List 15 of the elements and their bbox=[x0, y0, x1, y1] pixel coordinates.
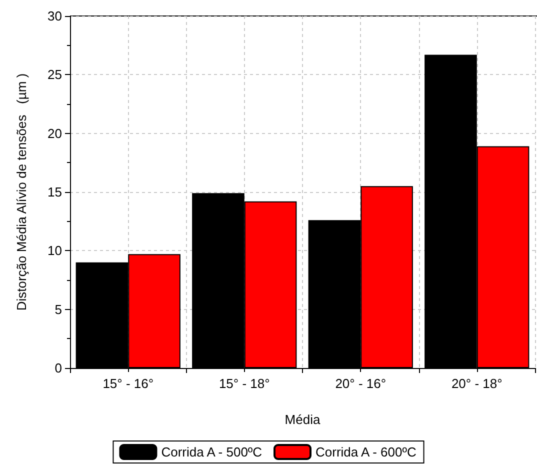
y-tick-label: 0 bbox=[54, 360, 62, 376]
legend-label: Corrida A - 600ºC bbox=[316, 444, 416, 460]
y-tick-label: 20 bbox=[48, 126, 62, 141]
y-axis-title: Distorção Média Alívio de tensões (µm ) bbox=[14, 73, 29, 311]
y-tick-label: 25 bbox=[48, 67, 62, 82]
y-tick-label: 5 bbox=[54, 302, 62, 317]
x-tick-label: 15° - 18° bbox=[218, 376, 270, 391]
x-tick-label: 20° - 18° bbox=[451, 376, 502, 391]
x-tick-label: 15° - 16° bbox=[102, 376, 154, 391]
x-axis-title: Média bbox=[284, 412, 321, 427]
y-tick-label: 15 bbox=[48, 184, 62, 200]
legend-label: Corrida A - 500ºC bbox=[161, 444, 262, 460]
y-tick-label: 30 bbox=[48, 8, 62, 24]
y-tick-label: 10 bbox=[48, 243, 62, 258]
x-tick-label: 20° - 16° bbox=[335, 376, 386, 391]
